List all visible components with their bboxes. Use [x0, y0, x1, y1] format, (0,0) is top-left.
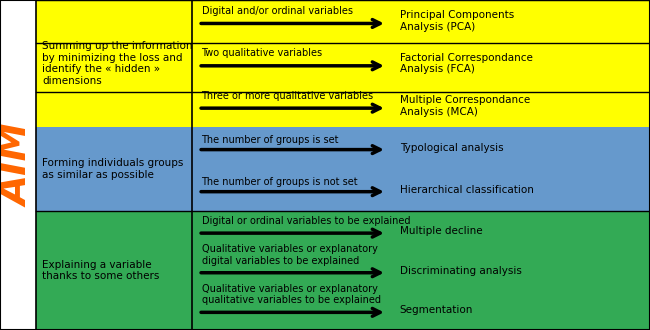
Text: Forming individuals groups
as similar as possible: Forming individuals groups as similar as… — [42, 158, 183, 180]
Text: Digital or ordinal variables to be explained: Digital or ordinal variables to be expla… — [202, 216, 410, 226]
Text: Three or more qualitative variables: Three or more qualitative variables — [202, 90, 374, 101]
Text: AIM: AIM — [0, 123, 37, 207]
Text: Two qualitative variables: Two qualitative variables — [202, 48, 322, 58]
Text: Multiple Correspondance
Analysis (MCA): Multiple Correspondance Analysis (MCA) — [400, 95, 530, 117]
Text: The number of groups is not set: The number of groups is not set — [202, 177, 358, 187]
Text: Hierarchical classification: Hierarchical classification — [400, 185, 534, 195]
Text: Factorial Correspondance
Analysis (FCA): Factorial Correspondance Analysis (FCA) — [400, 53, 532, 74]
Bar — [192, 0, 650, 127]
Text: Qualitative variables or explanatory
qualitative variables to be explained: Qualitative variables or explanatory qua… — [202, 283, 380, 305]
Bar — [36, 0, 192, 127]
Text: Digital and/or ordinal variables: Digital and/or ordinal variables — [202, 6, 352, 16]
Text: Typological analysis: Typological analysis — [400, 143, 503, 153]
Text: Qualitative variables or explanatory
digital variables to be explained: Qualitative variables or explanatory dig… — [202, 244, 378, 266]
Bar — [192, 127, 650, 211]
Text: Explaining a variable
thanks to some others: Explaining a variable thanks to some oth… — [42, 260, 160, 281]
Text: Multiple decline: Multiple decline — [400, 226, 482, 236]
Text: The number of groups is set: The number of groups is set — [202, 135, 339, 145]
Text: Summing up the information
by minimizing the loss and
identify the « hidden »
di: Summing up the information by minimizing… — [42, 41, 193, 86]
Text: Segmentation: Segmentation — [400, 305, 473, 315]
Bar — [36, 127, 192, 211]
Bar — [36, 0, 192, 330]
Bar — [192, 211, 650, 330]
Bar — [36, 211, 192, 330]
Text: Principal Components
Analysis (PCA): Principal Components Analysis (PCA) — [400, 10, 514, 32]
Text: Discriminating analysis: Discriminating analysis — [400, 266, 521, 276]
